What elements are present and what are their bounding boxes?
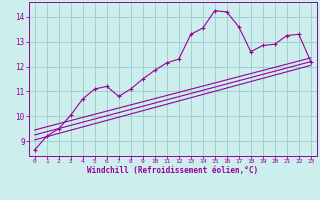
X-axis label: Windchill (Refroidissement éolien,°C): Windchill (Refroidissement éolien,°C) (87, 166, 258, 175)
